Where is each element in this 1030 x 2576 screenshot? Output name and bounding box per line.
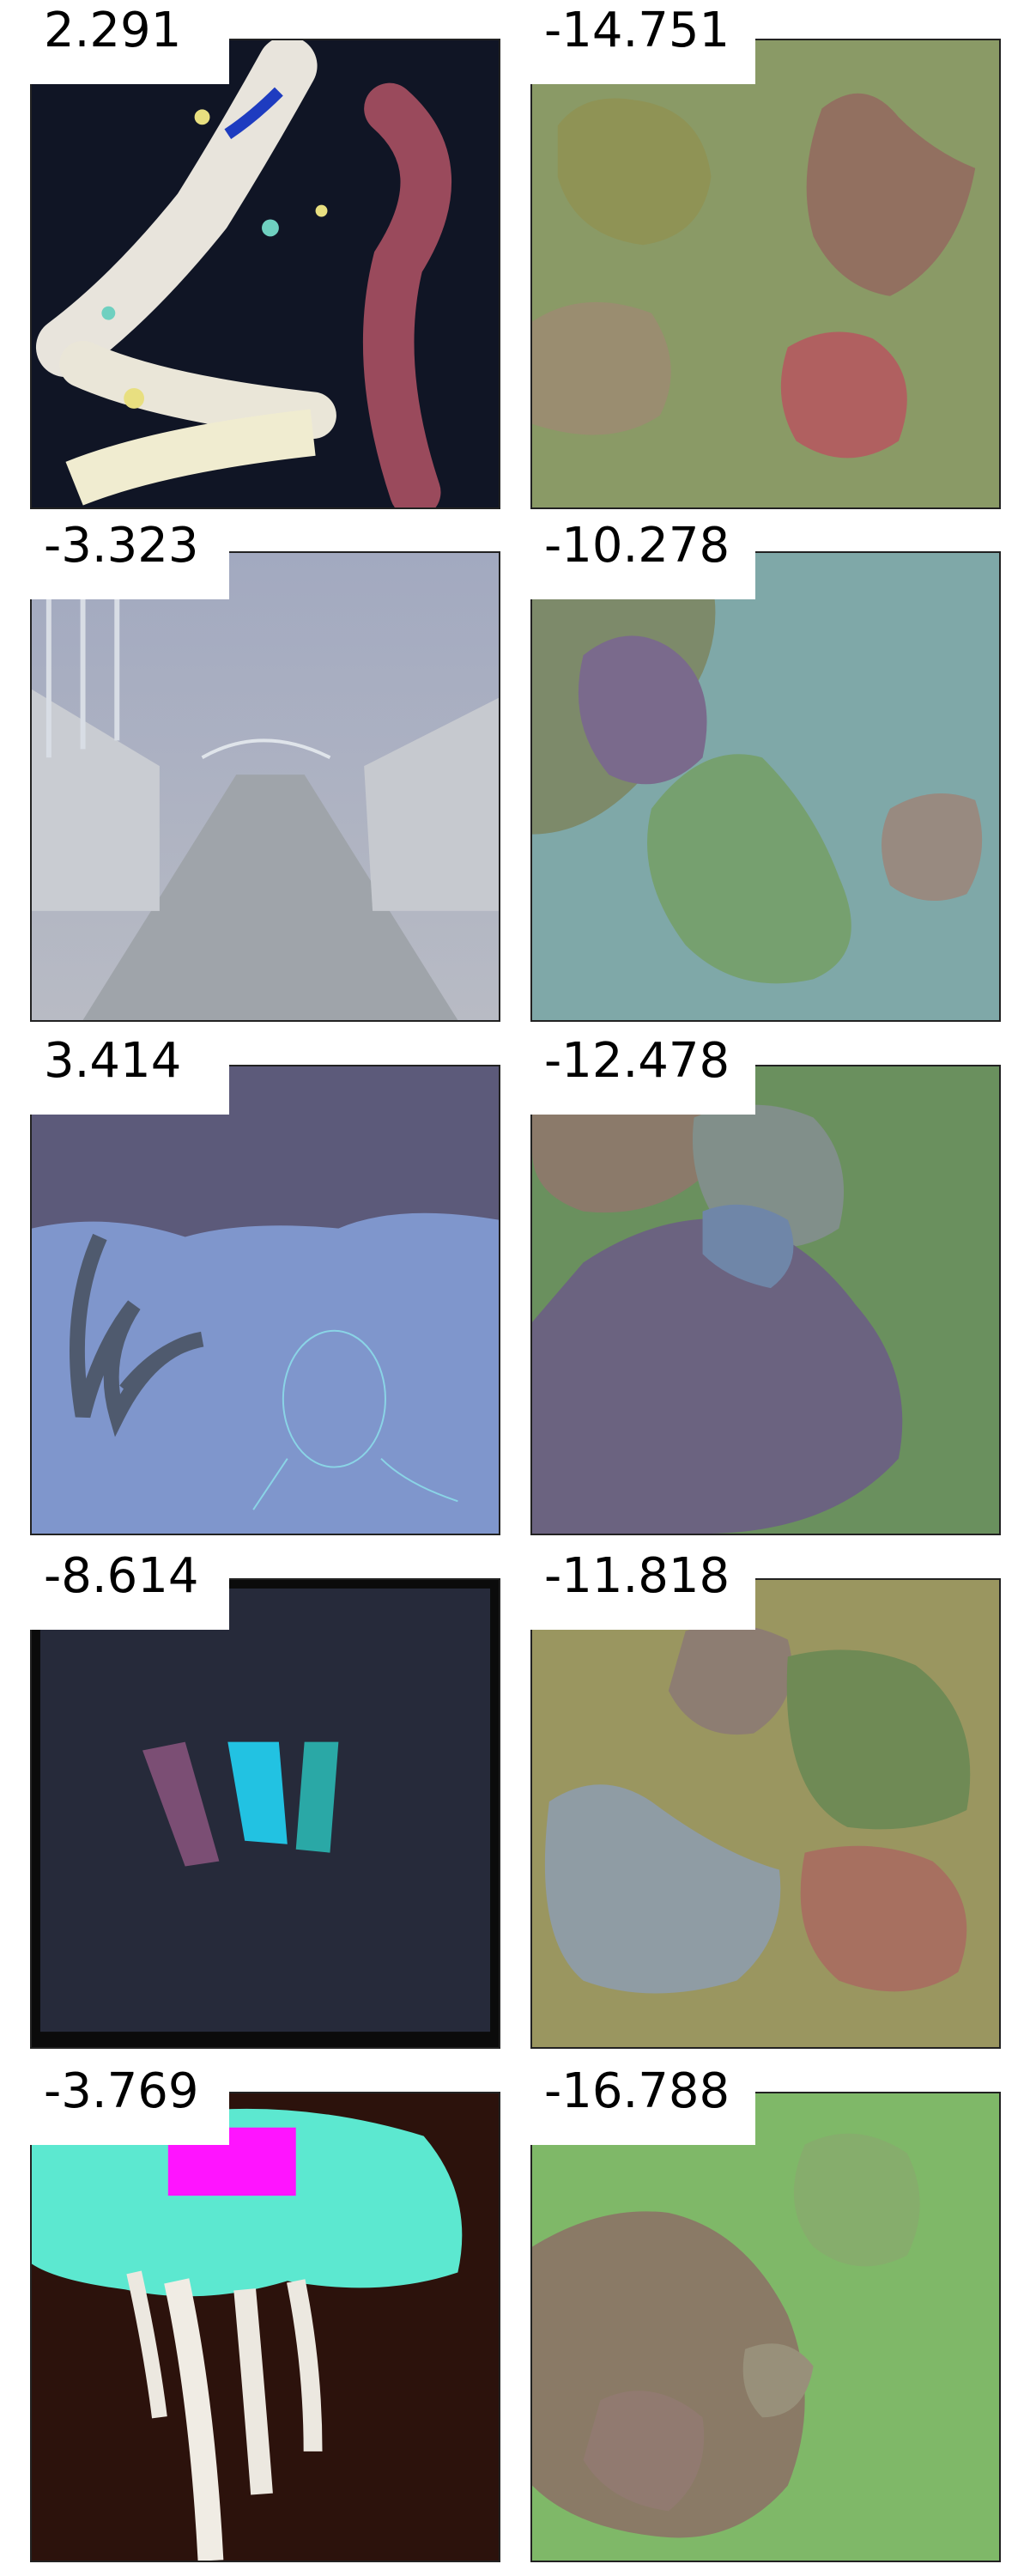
color-segmentation-map [532, 40, 999, 507]
color-segmentation-map [532, 2093, 999, 2561]
score-label-right-5: -16.788 [530, 2061, 755, 2145]
turquoise-tree-painting [32, 2093, 499, 2561]
score-label-right-3: -12.478 [530, 1030, 755, 1115]
painting-panel-2 [30, 551, 500, 1022]
dark-canvas-painting [32, 1580, 499, 2047]
segmentation-panel-3 [530, 1065, 1001, 1535]
segmentation-panel-2 [530, 551, 1001, 1022]
score-label-left-4: -8.614 [30, 1546, 229, 1630]
score-label-right-1: -14.751 [530, 0, 755, 84]
painting-panel-3 [30, 1065, 500, 1535]
color-segmentation-map [532, 553, 999, 1020]
score-label-left-1: 2.291 [30, 0, 229, 84]
painting-panel-4 [30, 1578, 500, 2049]
score-label-right-4: -11.818 [530, 1546, 755, 1630]
blue-sky-figures-painting [32, 1066, 499, 1534]
score-label-left-5: -3.769 [30, 2061, 229, 2145]
segmentation-panel-4 [530, 1578, 1001, 2049]
rainy-street-painting [32, 553, 499, 1020]
painting-panel-5 [30, 2092, 500, 2562]
segmentation-panel-5 [530, 2092, 1001, 2562]
color-segmentation-map [532, 1580, 999, 2047]
score-label-left-3: 3.414 [30, 1030, 229, 1115]
score-label-left-2: -3.323 [30, 515, 229, 599]
painting-panel-1 [30, 39, 500, 509]
score-label-right-2: -10.278 [530, 515, 755, 599]
color-segmentation-map [532, 1066, 999, 1534]
abstract-brushstroke-painting [32, 40, 499, 507]
segmentation-panel-1 [530, 39, 1001, 509]
